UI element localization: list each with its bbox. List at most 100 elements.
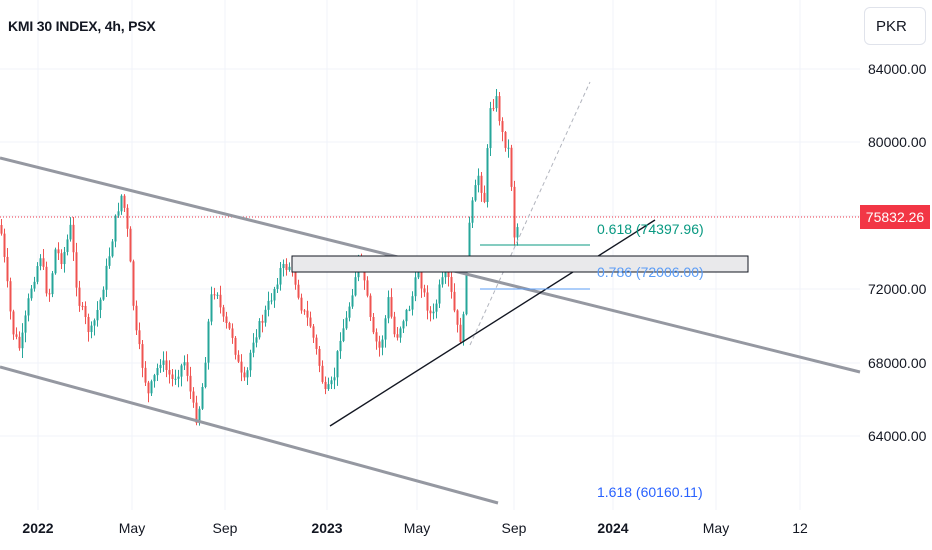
candle-body <box>150 381 153 394</box>
candle-body <box>513 186 516 238</box>
candle-body <box>510 147 513 187</box>
time-axis-label: 2022 <box>22 520 54 536</box>
candle-body <box>327 384 330 390</box>
candle-body <box>438 284 441 304</box>
candle-body <box>516 227 519 238</box>
candle-body <box>447 271 450 277</box>
candle-body <box>300 297 303 311</box>
candle-body <box>453 291 456 311</box>
last-price-badge: 75832.26 <box>860 205 930 229</box>
candle-body <box>483 192 486 202</box>
candle-body <box>144 367 147 383</box>
candle-body <box>423 288 426 293</box>
fib-0618-label: 0.618 (74397.96) <box>597 221 704 237</box>
candle-body <box>255 337 258 343</box>
candle-body <box>66 239 69 252</box>
candle-body <box>96 309 99 321</box>
candle-body <box>225 316 228 324</box>
candle-body <box>30 288 33 299</box>
candle-body <box>498 96 501 122</box>
candle-body <box>54 249 57 274</box>
candle-body <box>390 297 393 317</box>
candle-body <box>465 265 468 315</box>
candle-body <box>36 266 39 282</box>
candle-body <box>129 228 132 262</box>
candle-body <box>57 249 60 254</box>
candle-body <box>90 325 93 333</box>
candle-body <box>270 300 273 302</box>
candle-body <box>240 361 243 373</box>
candle-body <box>333 377 336 381</box>
candle-body <box>459 324 462 342</box>
candle-body <box>93 320 96 326</box>
candle-body <box>177 376 180 379</box>
candle-body <box>369 295 372 317</box>
candle-body <box>51 273 54 295</box>
candle-body <box>243 372 246 378</box>
candle-body <box>384 318 387 340</box>
candle-body <box>159 364 162 369</box>
time-axis-label: Sep <box>212 520 238 536</box>
candle-body <box>399 328 402 338</box>
candle-body <box>297 284 300 298</box>
candle-body <box>162 360 165 365</box>
candle-body <box>81 305 84 307</box>
candle-body <box>282 263 285 269</box>
candle-body <box>123 195 126 208</box>
candle-body <box>441 277 444 285</box>
time-axis-label: 12 <box>792 520 808 536</box>
candle-body <box>138 330 141 345</box>
candle-body <box>213 294 216 296</box>
candle-body <box>114 215 117 242</box>
candle-body <box>39 258 42 267</box>
candle-body <box>504 131 507 148</box>
candle-body <box>408 309 411 311</box>
candle-body <box>183 362 186 366</box>
candle-body <box>363 264 366 281</box>
chart-symbol-title[interactable]: KMI 30 INDEX, 4h, PSX <box>8 18 156 34</box>
price-axis-label: 68000.00 <box>868 355 927 371</box>
candle-body <box>264 309 267 323</box>
candle-body <box>21 332 24 349</box>
candle-body <box>3 233 6 257</box>
candle-body <box>204 362 207 387</box>
candle-body <box>411 296 414 310</box>
candle-body <box>351 295 354 307</box>
candle-body <box>126 207 129 229</box>
candle-body <box>33 281 36 289</box>
candle-body <box>252 342 255 353</box>
candle-body <box>216 294 219 296</box>
time-axis-label: 2023 <box>311 520 343 536</box>
candle-body <box>303 310 306 312</box>
candle-body <box>279 268 282 285</box>
candle-body <box>375 332 378 342</box>
candle-body <box>42 258 45 267</box>
candle-body <box>468 222 471 266</box>
candle-body <box>294 267 297 285</box>
candle-body <box>87 316 90 333</box>
candle-body <box>486 148 489 202</box>
price-axis-label: 64000.00 <box>868 428 927 444</box>
candle-body <box>309 317 312 327</box>
candle-body <box>0 225 3 234</box>
candle-body <box>228 323 231 329</box>
candle-body <box>330 380 333 385</box>
currency-selector[interactable]: PKR <box>864 7 926 45</box>
candle-body <box>312 326 315 338</box>
candle-body <box>366 280 369 296</box>
candle-body <box>108 256 111 266</box>
candle-body <box>489 108 492 149</box>
candle-body <box>402 321 405 329</box>
candle-body <box>420 272 423 289</box>
fib-1618-label: 1.618 (60160.11) <box>597 484 703 500</box>
candle-body <box>492 108 495 110</box>
candle-body <box>75 252 78 288</box>
support-trendline <box>329 219 656 427</box>
candle-body <box>153 375 156 382</box>
candle-body <box>306 310 309 318</box>
candle-body <box>18 336 21 349</box>
candle-body <box>9 281 12 312</box>
candle-body <box>480 175 483 193</box>
candle-body <box>444 271 447 278</box>
